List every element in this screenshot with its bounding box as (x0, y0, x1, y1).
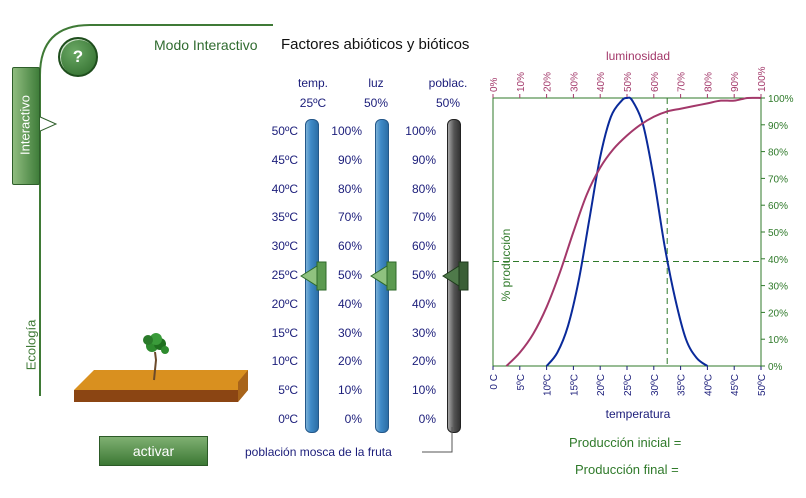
slider-tick-label: 25ºC (271, 268, 298, 282)
temp-slider-name: temp. (297, 76, 328, 90)
page-title: Factores abióticos y bióticos (281, 36, 470, 53)
chart-y-tick-label: 60% (768, 201, 788, 212)
slider-tick-label: 70% (411, 210, 436, 225)
tree-icon (143, 333, 169, 381)
fly-label-leader (422, 427, 453, 453)
chart-x2-tick-label: 100% (757, 66, 768, 92)
chart-y-tick-label: 30% (768, 282, 788, 293)
slider-tick-label: 50% (337, 268, 362, 282)
slider-tick-label: 70% (337, 210, 362, 225)
chart-y-tick-label: 70% (768, 174, 788, 185)
slider-tick-label: 90% (337, 152, 362, 167)
fly-population-label: población mosca de la fruta (245, 445, 392, 459)
slider-tick-label: 100% (331, 124, 362, 138)
light-slider-handle[interactable] (369, 260, 401, 292)
slider-tick-label: 5ºC (278, 383, 298, 398)
slider-tick-label: 20% (411, 354, 436, 369)
chart-y-tick-label: 20% (768, 308, 788, 319)
chart-x-tick-label: 30ºC (650, 374, 661, 396)
population-slider-value: 50% (435, 96, 461, 110)
chart-series-light (505, 96, 762, 367)
chart-y-tick-label: 40% (768, 255, 788, 266)
slider-tick-label: 15ºC (271, 325, 298, 340)
slider-tick-label: 30ºC (271, 239, 298, 254)
chart-x-tick-label: 10ºC (543, 374, 554, 396)
slider-tick-label: 10ºC (271, 354, 298, 369)
ground-top (74, 370, 248, 390)
slider-tick-label: 0% (418, 412, 436, 426)
slider-tick-label: 90% (411, 152, 436, 167)
slider-tick-label: 0% (344, 412, 362, 426)
section-label: Ecología (23, 319, 39, 371)
light-slider-name: luz (368, 76, 384, 90)
final-production-label: Producción final = (575, 462, 679, 477)
slider-tick-label: 40% (337, 296, 362, 311)
chart-plot-area (492, 97, 762, 367)
slider-tick-label: 10% (411, 383, 436, 398)
production-chart: luminosidad temperatura % producción 0 C… (489, 49, 794, 421)
mode-label: Modo Interactivo (154, 37, 258, 53)
chart-x2-tick-label: 20% (543, 72, 554, 92)
slider-tick-label: 30% (337, 325, 362, 340)
ground-front (74, 390, 248, 402)
chart-x2-tick-label: 10% (516, 72, 527, 92)
slider-tick-label: 50% (411, 268, 436, 282)
slider-tick-label: 80% (411, 181, 436, 196)
interactive-tab-label: Interactivo (17, 95, 33, 155)
chart-x-label: temperatura (606, 407, 671, 421)
help-button[interactable]: ? (58, 37, 98, 77)
slider-tick-label: 45ºC (271, 152, 298, 167)
chart-y-tick-label: 10% (768, 335, 788, 346)
interactive-tab[interactable] (12, 67, 40, 185)
chart-x2-tick-label: 60% (650, 72, 661, 92)
slider-tick-label: 35ºC (271, 210, 298, 225)
initial-production-label: Producción inicial = (569, 435, 682, 450)
slider-tick-label: 10% (337, 383, 362, 398)
chart-x2-tick-label: 90% (730, 72, 741, 92)
population-slider-handle[interactable] (441, 260, 473, 292)
chart-x-tick-label: 5ºC (516, 374, 527, 390)
chart-x-tick-label: 50ºC (757, 374, 768, 396)
ground-illustration (74, 333, 248, 402)
population-slider-name: poblac. (428, 76, 468, 90)
slider-tick-label: 40% (411, 296, 436, 311)
slider-tick-label: 80% (337, 181, 362, 196)
chart-x-tick-label: 45ºC (730, 374, 741, 396)
chart-x-tick-label: 15ºC (569, 374, 580, 396)
chart-x-tick-label: 0 C (489, 374, 500, 390)
chart-y-label: % producción (499, 229, 513, 302)
chart-x-tick-label: 35ºC (677, 374, 688, 396)
chart-series-temperature (545, 96, 708, 367)
chart-y-tick-label: 90% (768, 121, 788, 132)
chart-x-tick-label: 25ºC (623, 374, 634, 396)
slider-tick-label: 30% (411, 325, 436, 340)
chart-y-tick-label: 50% (768, 228, 788, 239)
slider-tick-label: 40ºC (271, 181, 298, 196)
slider-tick-label: 60% (411, 239, 436, 254)
slider-tick-label: 50ºC (271, 124, 298, 138)
slider-tick-label: 20% (337, 354, 362, 369)
chart-x2-tick-label: 30% (569, 72, 580, 92)
temp-slider-value: 25ºC (299, 96, 327, 110)
slider-tick-label: 60% (337, 239, 362, 254)
chart-y-tick-label: 0% (768, 362, 783, 373)
chart-x2-tick-label: 70% (677, 72, 688, 92)
chart-y-tick-label: 80% (768, 148, 788, 159)
chart-x2-tick-label: 80% (703, 72, 714, 92)
activate-button[interactable]: activar (99, 436, 208, 466)
chart-y-tick-label: 100% (768, 94, 794, 105)
chart-x-tick-label: 40ºC (703, 374, 714, 396)
chart-x2-tick-label: 50% (623, 72, 634, 92)
slider-tick-label: 100% (405, 124, 436, 138)
temp-slider-handle[interactable] (299, 260, 331, 292)
chart-x-tick-label: 20ºC (596, 374, 607, 396)
chart-x2-label: luminosidad (606, 49, 670, 63)
slider-tick-label: 20ºC (271, 296, 298, 311)
chart-x2-tick-label: 0% (489, 77, 500, 92)
light-slider-value: 50% (363, 96, 389, 110)
chart-x2-tick-label: 40% (596, 72, 607, 92)
slider-tick-label: 0ºC (278, 412, 298, 426)
